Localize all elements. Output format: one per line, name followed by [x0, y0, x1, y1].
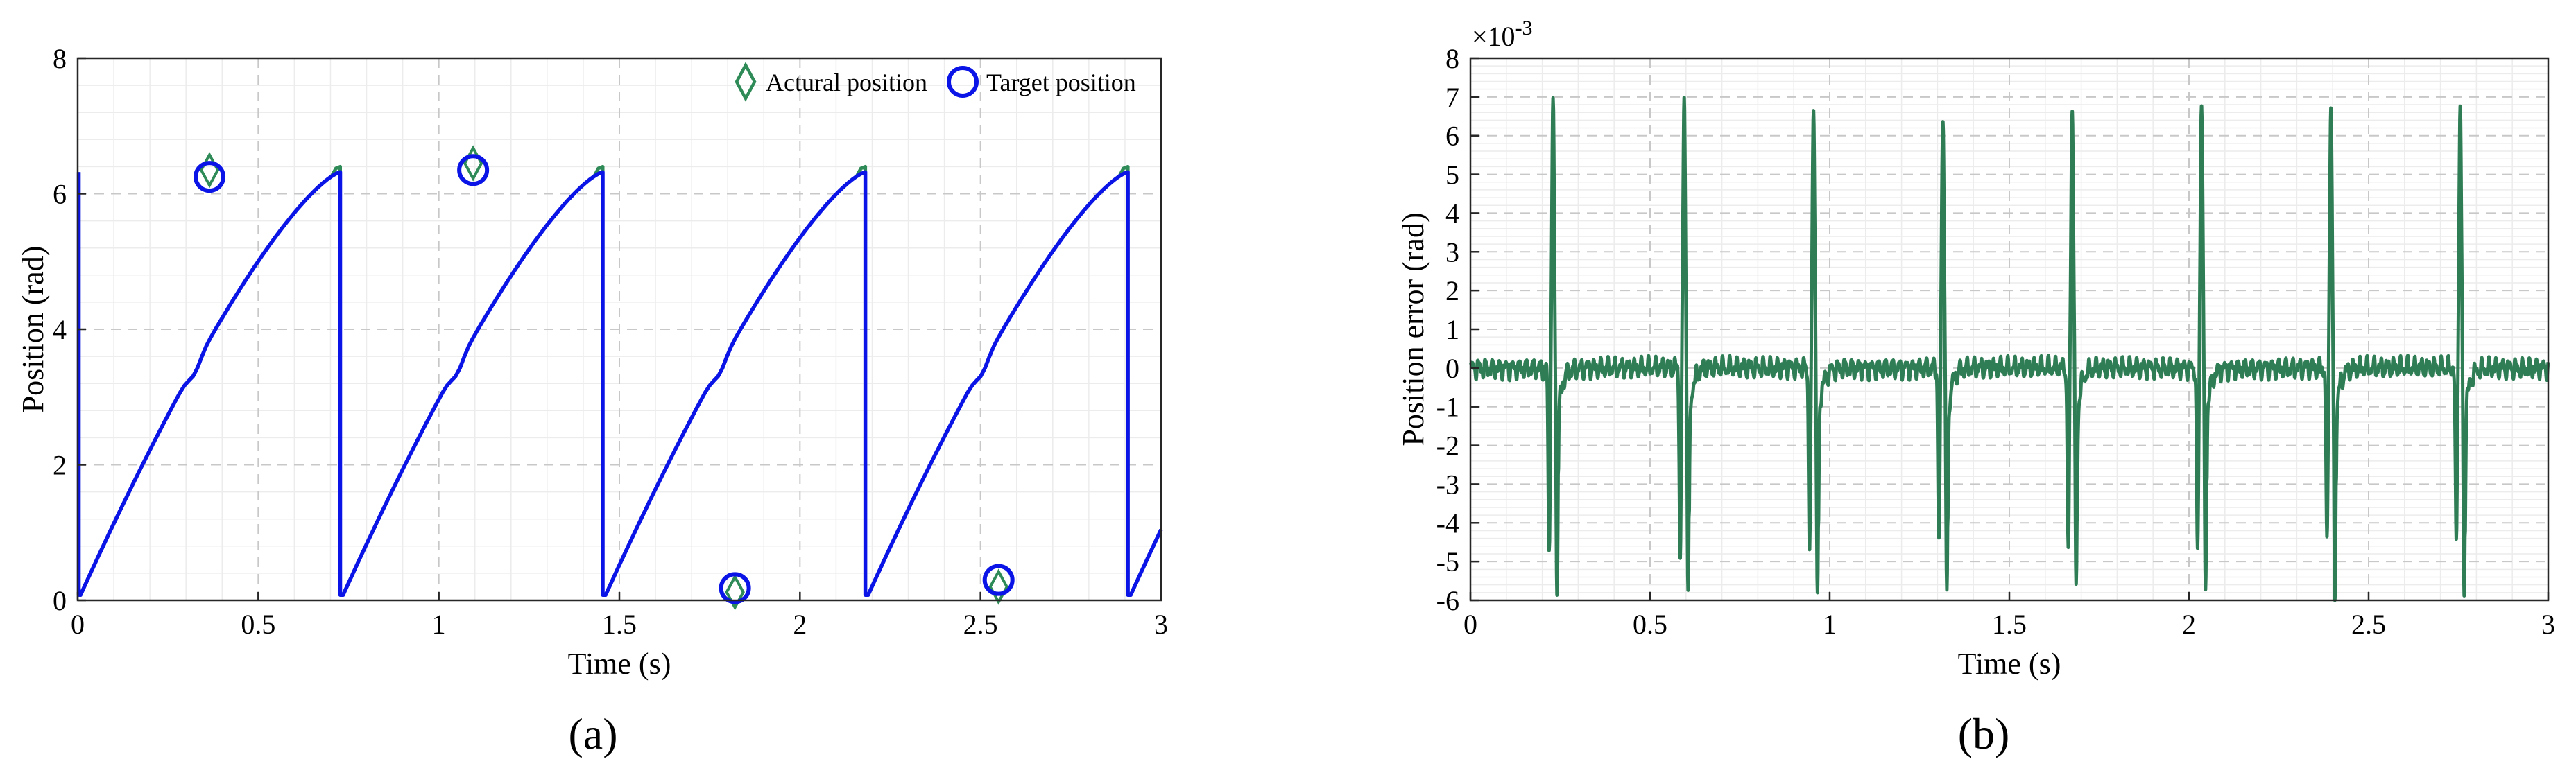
chart-b-y-tick-label: 3	[1445, 236, 1459, 268]
chart-a-y-ticks: 0 2 4 6 8	[53, 43, 86, 616]
chart-b-x-tick-label: 0.5	[1633, 609, 1667, 640]
chart-b-y-tick-label: -5	[1436, 546, 1459, 577]
chart-b-y-tick-label: 2	[1445, 275, 1459, 306]
chart-b-x-axis-title: Time (s)	[1958, 647, 2061, 681]
legend-label-target-position: Target position	[986, 69, 1136, 96]
chart-b-x-tick-label: 0	[1463, 609, 1477, 640]
chart-a-y-tick-label: 4	[53, 314, 67, 345]
chart-b-x-ticks: 0 0.5 1 1.5 2 2.5 3	[1463, 592, 2555, 640]
actual-position-marker	[725, 574, 745, 611]
chart-b-y-ticks: -6 -5 -4 -3 -2 -1 0 1 2 3 4 5 6 7 8	[1436, 43, 1479, 616]
chart-b-y-tick-label: -6	[1436, 585, 1459, 616]
diamond-marker-icon	[735, 62, 757, 102]
chart-b-y-tick-label: 1	[1445, 314, 1459, 345]
series-line-position-error	[1469, 96, 2550, 602]
chart-a-x-tick-label: 1	[432, 609, 446, 640]
chart-b-y-tick-label: 7	[1445, 82, 1459, 113]
target-position-marker	[982, 564, 1015, 596]
chart-a-legend: Actural position Target position	[735, 62, 1136, 102]
chart-a-x-axis-title: Time (s)	[568, 647, 671, 681]
chart-a-x-tick-label: 3	[1154, 609, 1168, 640]
chart-a-y-axis-title: Position (rad)	[16, 246, 50, 413]
target-position-marker	[457, 154, 490, 186]
chart-b-y-tick-label: -4	[1436, 507, 1459, 539]
chart-b-y-tick-label: 6	[1445, 121, 1459, 152]
chart-a-x-tick-label: 0	[71, 609, 85, 640]
chart-b-x-tick-label: 1.5	[1992, 609, 2027, 640]
chart-a-y-tick-label: 8	[53, 43, 67, 74]
chart-a-markers	[194, 145, 1015, 611]
chart-b-y-tick-label: -2	[1436, 430, 1459, 462]
chart-b-y-tick-label: 5	[1445, 159, 1459, 191]
legend-item-actural-position: Actural position	[735, 62, 927, 102]
chart-b-x-tick-label: 2.5	[2351, 609, 2386, 640]
chart-a: 0 0.5 1 1.5 2 2.5 3 0 2 4 6 8 Time (s) Position (r…	[16, 43, 1168, 758]
chart-b-y-tick-label: 0	[1445, 353, 1459, 384]
chart-b-y-tick-label: 8	[1445, 43, 1459, 74]
chart-a-x-tick-label: 2.5	[963, 609, 998, 640]
chart-a-y-tick-label: 6	[53, 179, 67, 210]
chart-a-x-tick-label: 1.5	[602, 609, 637, 640]
chart-b-x-tick-label: 1	[1823, 609, 1837, 640]
target-position-marker	[719, 572, 751, 604]
chart-b-exponent-label: ×10-3	[1472, 17, 1533, 52]
panel-a-label: (a)	[568, 709, 617, 758]
series-line-target	[76, 170, 1163, 597]
chart-a-x-tick-label: 0.5	[241, 609, 275, 640]
chart-a-y-tick-label: 2	[53, 450, 67, 481]
panel-b-label: (b)	[1958, 709, 2010, 758]
legend-label-actural-position: Actural position	[766, 69, 927, 96]
chart-b-x-tick-label: 2	[2182, 609, 2196, 640]
chart-a-x-tick-label: 2	[793, 609, 807, 640]
chart-b: 0 0.5 1 1.5 2 2.5 3 -6 -5 -4 -3 -2 -1 0 1 2 3 4 5 6 7 8 ×10-…	[1396, 17, 2555, 758]
chart-a-x-ticks: 0 0.5 1 1.5 2 2.5 3	[71, 592, 1168, 640]
chart-a-y-tick-label: 0	[53, 585, 67, 616]
chart-b-y-tick-label: 4	[1445, 198, 1459, 229]
chart-b-x-tick-label: 3	[2541, 609, 2555, 640]
chart-b-y-tick-label: -1	[1436, 392, 1459, 423]
chart-b-y-axis-title: Position error (rad)	[1396, 212, 1430, 446]
chart-a-series-lines	[76, 164, 1163, 597]
actual-position-marker	[988, 568, 1008, 605]
chart-b-series-lines	[1469, 96, 2550, 602]
chart-b-y-tick-label: -3	[1436, 469, 1459, 500]
chart-a-major-grid	[78, 58, 1161, 600]
target-position-marker	[194, 161, 226, 193]
legend-item-target-position: Target position	[947, 66, 1136, 98]
circle-marker-icon	[947, 66, 979, 98]
